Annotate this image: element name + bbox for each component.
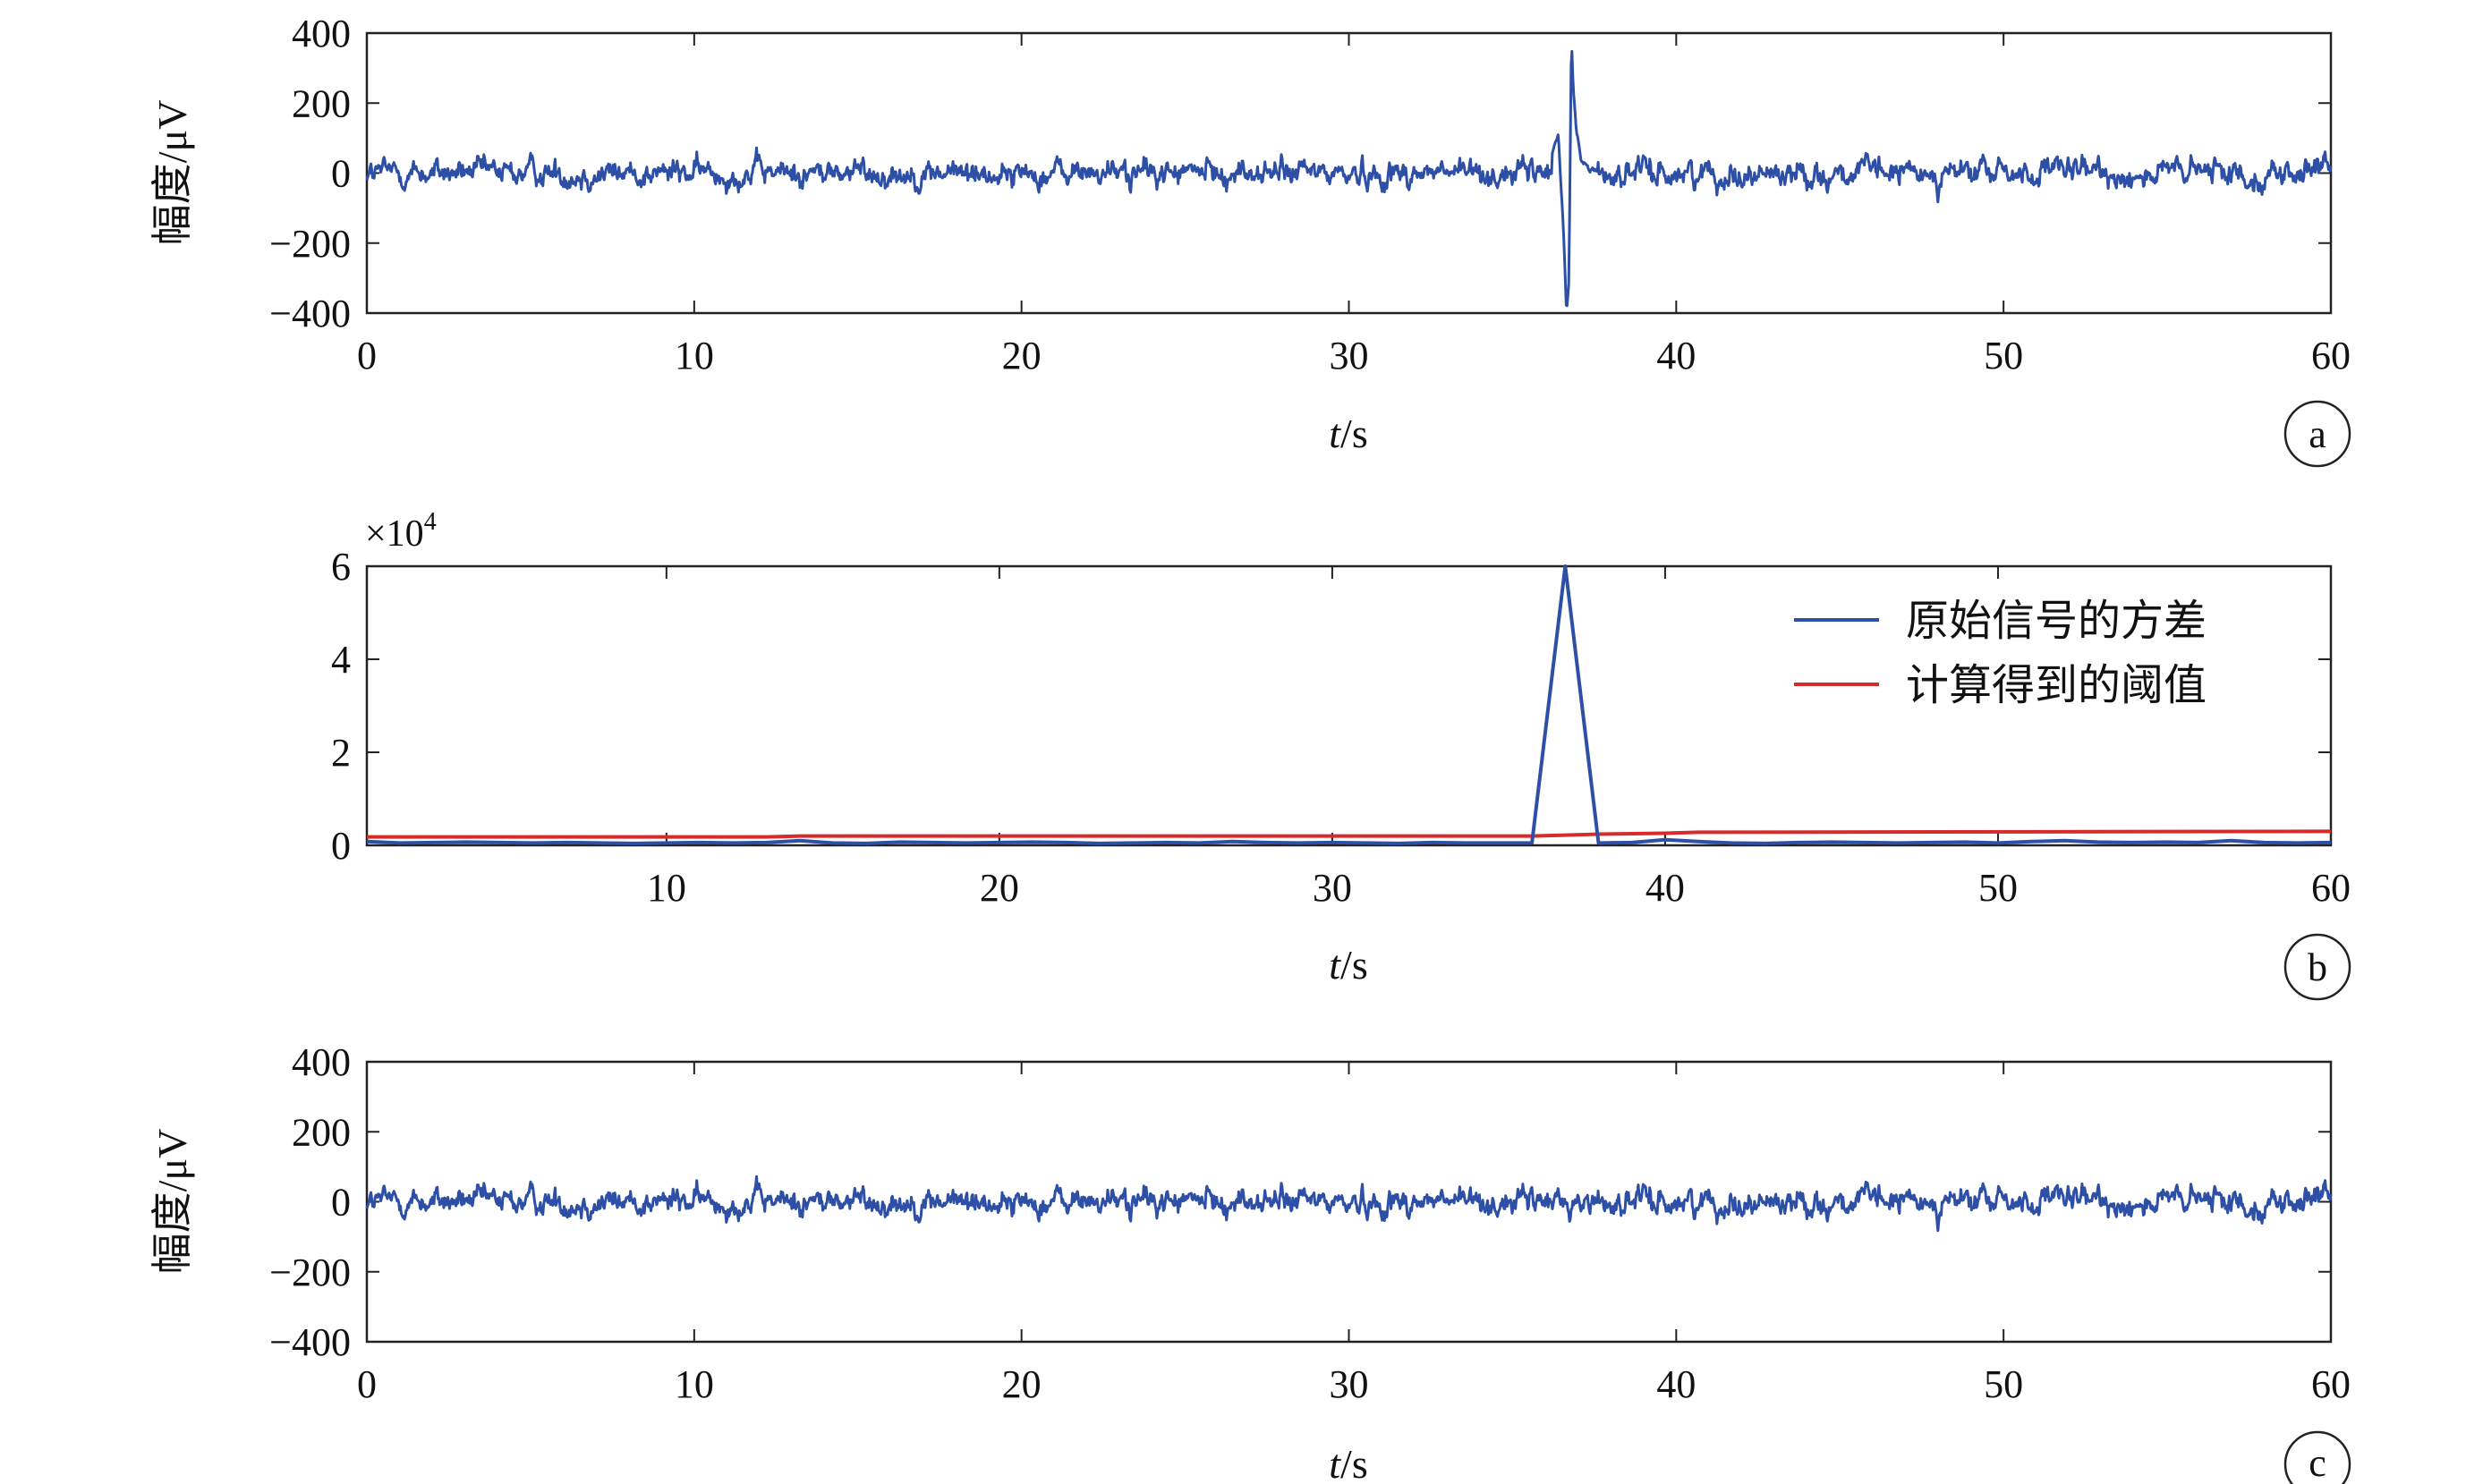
- panel-b-xtick-label: 50: [1978, 866, 2018, 910]
- panel-b-xtick-label: 40: [1645, 866, 1685, 910]
- panel-a-signal-line: [365, 49, 2333, 308]
- panel-a-xtick-label: 50: [1984, 334, 2023, 377]
- panel-b-plot-frame: [365, 564, 2333, 847]
- panel-b-exponent-power: 4: [424, 508, 437, 536]
- panel-c-ytick-label: −200: [269, 1251, 351, 1294]
- panel-a-ticks: [366, 32, 2332, 314]
- panel-c-ytick-label: 400: [292, 1040, 351, 1084]
- panel-a-ytick-label: −200: [269, 222, 351, 266]
- panel-a-ytick-label: 200: [292, 81, 351, 125]
- panel-b-legend: 原始信号的方差 计算得到的阈值: [1794, 596, 2207, 710]
- panel-c: 0 10 20 30 40 50 60 −400 −200 0 200 400 幅度/μV t/s c: [149, 1040, 2351, 1484]
- panel-a-xtick-label: 20: [1002, 334, 1042, 377]
- panel-a-xtick-label: 0: [357, 334, 377, 377]
- panel-b-badge: [2283, 933, 2351, 1001]
- panel-a: 0 10 20 30 40 50 60 −400 −200 0 200 400 幅度/μV t/s a: [149, 12, 2351, 468]
- legend-label-threshold: 计算得到的阈值: [1906, 660, 2207, 710]
- panel-b-variance-line: [366, 564, 2332, 845]
- panel-b-ytick-label: 2: [331, 731, 351, 775]
- panel-a-ytick-label: 400: [292, 12, 351, 55]
- panel-a-xtick-label: 60: [2311, 334, 2351, 377]
- panel-b-tick-labels: 10 20 30 40 50 60 0 2 4 6: [331, 545, 2351, 910]
- panel-b-exponent-label: ×104: [365, 508, 437, 555]
- panel-c-plot-frame: [365, 1060, 2333, 1344]
- panel-c-x-axis-title: t/s: [1329, 1441, 1367, 1484]
- panel-c-xtick-label: 10: [675, 1362, 714, 1406]
- panel-c-ticks: [366, 1061, 2332, 1343]
- panel-a-letter: a: [2309, 412, 2326, 456]
- panel-a-plot-frame: [365, 31, 2333, 315]
- panel-c-xtick-label: 60: [2311, 1362, 2351, 1406]
- panel-b-letter: b: [2308, 946, 2327, 989]
- panel-c-ytick-label: 0: [331, 1181, 351, 1225]
- panel-a-x-axis-title: t/s: [1329, 411, 1367, 456]
- panel-b-xtick-label: 60: [2311, 866, 2351, 910]
- panel-c-letter: c: [2309, 1441, 2326, 1484]
- panel-c-signal-line: [365, 1174, 2333, 1233]
- panel-c-xtick-label: 50: [1984, 1362, 2023, 1406]
- panel-c-tick-labels: 0 10 20 30 40 50 60 −400 −200 0 200 400: [269, 1040, 2351, 1406]
- panel-c-badge: [2283, 1430, 2351, 1484]
- panel-b-xtick-label: 30: [1313, 866, 1352, 910]
- panel-b-ytick-label: 6: [331, 545, 351, 589]
- panel-b-threshold-line: [367, 829, 2332, 839]
- panel-c-xtick-label: 30: [1330, 1362, 1369, 1406]
- panel-b-ytick-label: 4: [331, 638, 351, 682]
- panel-a-xtick-label: 30: [1330, 334, 1369, 377]
- panel-a-ytick-label: 0: [331, 152, 351, 196]
- panel-b-xtick-label: 10: [647, 866, 686, 910]
- panel-c-xtick-label: 0: [357, 1362, 377, 1406]
- panel-c-xtick-label: 20: [1002, 1362, 1042, 1406]
- panel-b-exponent-base: ×10: [365, 513, 424, 555]
- panel-b-ytick-label: 0: [331, 824, 351, 868]
- panel-c-ytick-label: 200: [292, 1110, 351, 1154]
- panel-b-xtick-label: 20: [980, 866, 1019, 910]
- legend-label-variance: 原始信号的方差: [1906, 596, 2207, 646]
- panel-a-ytick-label: −400: [269, 292, 351, 335]
- panel-c-xtick-label: 40: [1656, 1362, 1696, 1406]
- panel-c-y-axis-title: 幅度/μV: [149, 1129, 195, 1275]
- panel-b-x-axis-title: t/s: [1329, 942, 1367, 988]
- panel-a-y-axis-title: 幅度/μV: [149, 100, 195, 246]
- panel-a-badge: [2283, 400, 2351, 468]
- panel-c-ytick-label: −400: [269, 1320, 351, 1364]
- panel-a-tick-labels: 0 10 20 30 40 50 60 −400 −200 0 200 400: [269, 12, 2351, 377]
- panel-a-xtick-label: 40: [1656, 334, 1696, 377]
- panel-a-xtick-label: 10: [675, 334, 714, 377]
